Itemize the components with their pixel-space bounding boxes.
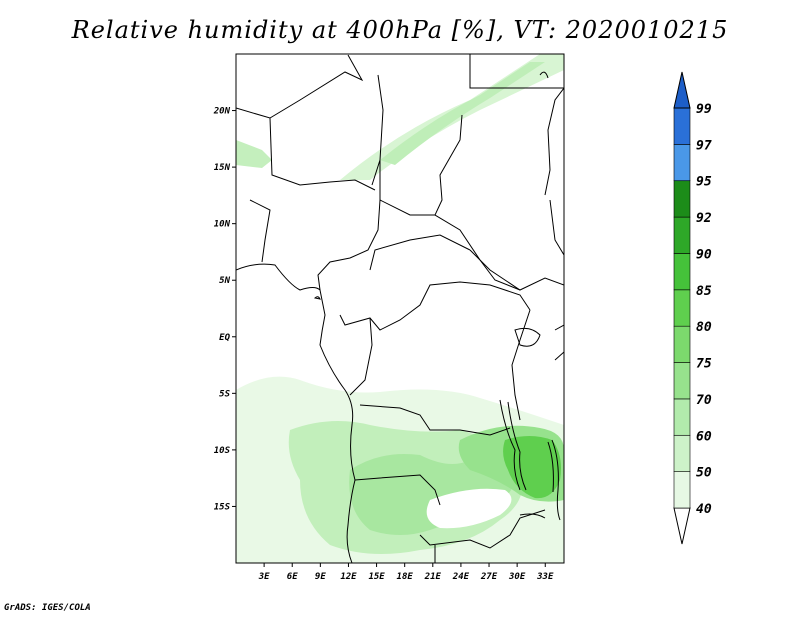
lon-tick-label: 21E bbox=[424, 572, 442, 582]
latitude-axis: 20N 15N 10N 5N EQ 5S 10S 15S bbox=[213, 107, 236, 512]
map-frame bbox=[235, 53, 565, 564]
colorbar-segment bbox=[673, 144, 691, 182]
colorbar-label: 85 bbox=[696, 284, 712, 299]
lon-tick-label: 27E bbox=[480, 572, 498, 582]
humidity-dry-gap bbox=[426, 488, 512, 529]
lat-tick-label: 20N bbox=[213, 107, 231, 117]
lat-tick-label: 5S bbox=[219, 389, 230, 399]
colorbar-segment bbox=[673, 253, 691, 291]
lat-tick-label: 10N bbox=[214, 220, 231, 230]
colorbar-segment bbox=[673, 180, 691, 218]
lon-tick-label: 6E bbox=[287, 572, 298, 582]
colorbar-label: 70 bbox=[696, 393, 712, 408]
colorbar-lower-triangle bbox=[673, 507, 691, 545]
coastlines-borders bbox=[236, 54, 564, 563]
lon-tick-label: 24E bbox=[452, 572, 470, 582]
lat-tick-label: 15N bbox=[214, 163, 231, 173]
colorbar-segment bbox=[673, 471, 691, 509]
colorbar-label: 75 bbox=[696, 357, 712, 372]
colorbar-segment bbox=[673, 289, 691, 327]
lon-tick-label: 9E bbox=[315, 572, 326, 582]
colorbar-label: 90 bbox=[696, 247, 712, 262]
colorbar-label: 97 bbox=[696, 138, 712, 153]
colorbar: 40 50 60 70 75 80 85 90 92 95 97 99 bbox=[673, 71, 712, 545]
colorbar-label: 95 bbox=[696, 175, 712, 190]
colorbar-label: 99 bbox=[696, 102, 712, 117]
humidity-shading bbox=[236, 54, 564, 563]
map-title: Relative humidity at 400hPa [%], VT: 202… bbox=[71, 16, 729, 44]
lat-tick-label: 5N bbox=[219, 276, 230, 286]
colorbar-label: 92 bbox=[696, 211, 712, 226]
colorbar-segment bbox=[673, 362, 691, 400]
colorbar-label: 60 bbox=[696, 429, 712, 444]
humidity-area-zambia-zone bbox=[349, 453, 516, 535]
colorbar-label: 50 bbox=[696, 466, 712, 481]
lon-tick-label: 3E bbox=[258, 572, 270, 582]
colorbar-segment bbox=[673, 325, 691, 363]
colorbar-label: 40 bbox=[696, 502, 712, 517]
grads-credit: GrADS: IGES/COLA bbox=[4, 603, 91, 613]
lon-tick-label: 15E bbox=[368, 572, 385, 582]
humidity-area-sahara-band-inner bbox=[380, 62, 545, 165]
colorbar-segment bbox=[673, 107, 691, 145]
colorbar-label: 80 bbox=[696, 320, 712, 335]
humidity-area-west-edge bbox=[236, 140, 272, 168]
lon-tick-label: 33E bbox=[536, 572, 554, 582]
lon-tick-label: 30E bbox=[508, 572, 526, 582]
lat-tick-label: 15S bbox=[214, 502, 231, 512]
colorbar-segment bbox=[673, 398, 691, 436]
lon-tick-label: 18E bbox=[397, 572, 414, 582]
lon-tick-label: 12E bbox=[340, 572, 357, 582]
longitude-axis: 3E 6E 9E 12E 15E 18E 21E 24E 27E 30E 33E bbox=[258, 563, 554, 582]
colorbar-upper-triangle bbox=[673, 71, 691, 109]
colorbar-segment bbox=[673, 434, 691, 472]
lat-tick-label: 10S bbox=[214, 446, 231, 456]
lat-tick-label: EQ bbox=[219, 333, 230, 343]
colorbar-segment bbox=[673, 216, 691, 254]
